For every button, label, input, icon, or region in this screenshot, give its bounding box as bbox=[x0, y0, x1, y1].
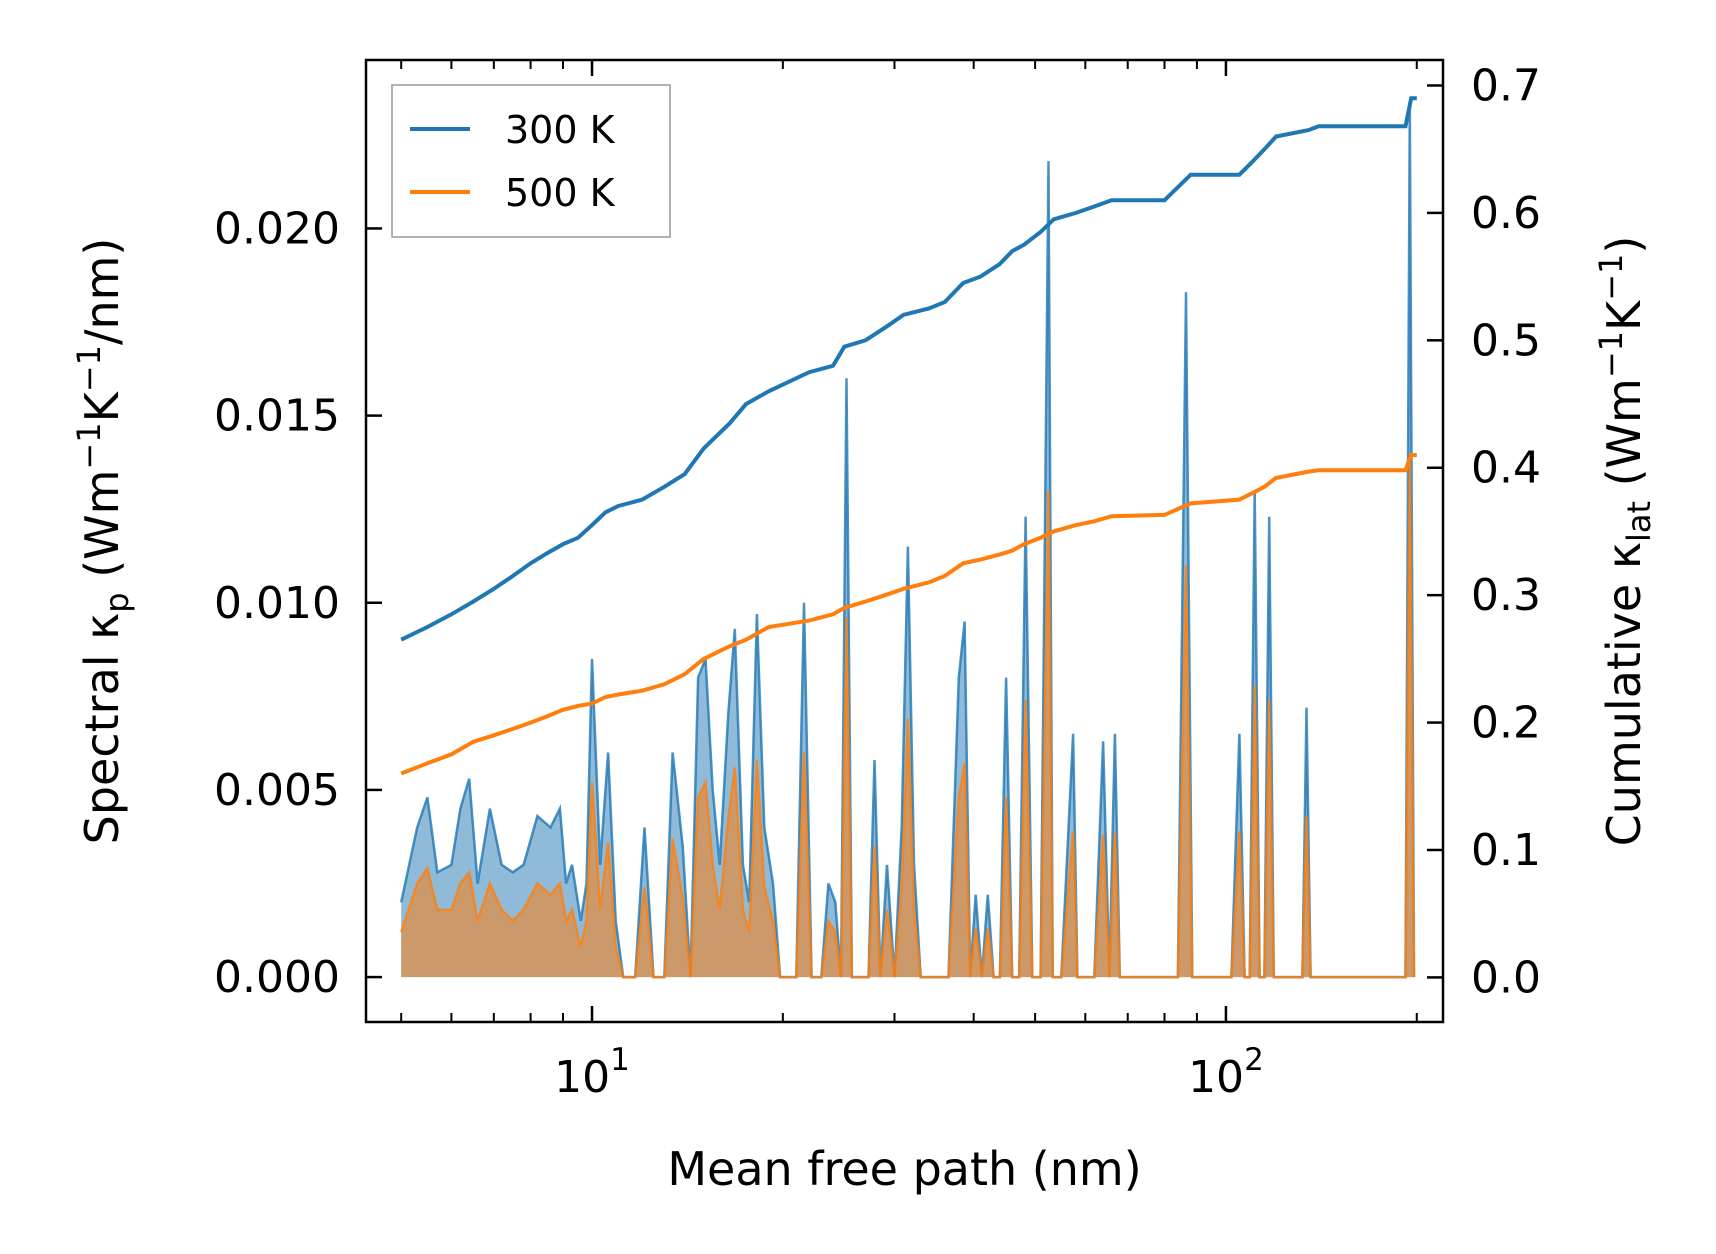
legend: 300 K 500 K bbox=[391, 84, 671, 238]
y-left-tick-label: 0.005 bbox=[214, 765, 340, 816]
y-right-tick-label: 0.4 bbox=[1471, 443, 1541, 494]
x-axis-label: Mean free path (nm) bbox=[667, 1142, 1141, 1196]
y-right-tick-label: 0.7 bbox=[1471, 60, 1541, 111]
y-left-tick-label: 0.010 bbox=[214, 578, 340, 629]
axes-frame bbox=[364, 58, 1445, 1024]
legend-label-500k: 500 K bbox=[505, 171, 616, 215]
cumulative-line-300k bbox=[400, 96, 1417, 642]
x-tick-label: 102 bbox=[1188, 1042, 1264, 1103]
tick-layer bbox=[366, 60, 1443, 1022]
y-axis-left-label: Spectral κp (Wm−1K−1/nm) bbox=[70, 238, 136, 845]
tick-label-layer: 101 102 0.000 0.005 0.010 0.015 0.020 0.0 0.1 0.2… bbox=[214, 60, 1541, 1103]
cumulative-line-layer bbox=[400, 96, 1417, 776]
spectral-fill-layer bbox=[399, 104, 1416, 979]
spectral-area-500k bbox=[401, 453, 1414, 978]
legend-box bbox=[391, 84, 671, 238]
y-left-tick-label: 0.020 bbox=[214, 203, 340, 254]
y-right-tick-label: 0.5 bbox=[1471, 315, 1541, 366]
legend-label-300k: 300 K bbox=[505, 108, 616, 152]
plot-area bbox=[399, 96, 1417, 979]
y-left-tick-label: 0.000 bbox=[214, 952, 340, 1003]
y-right-tick-label: 0.1 bbox=[1471, 825, 1541, 876]
y-left-tick-label: 0.015 bbox=[214, 391, 340, 442]
spectral-line-500k bbox=[400, 452, 1416, 979]
cumulative-line-500k bbox=[400, 453, 1417, 776]
y-right-tick-label: 0.2 bbox=[1471, 698, 1541, 749]
y-axis-right-label: Cumulative κlat (Wm−1K−1) bbox=[1592, 236, 1658, 847]
y-right-tick-label: 0.3 bbox=[1471, 570, 1541, 621]
x-tick-label: 101 bbox=[554, 1042, 630, 1103]
y-right-tick-label: 0.0 bbox=[1471, 952, 1541, 1003]
y-right-tick-label: 0.6 bbox=[1471, 188, 1541, 239]
